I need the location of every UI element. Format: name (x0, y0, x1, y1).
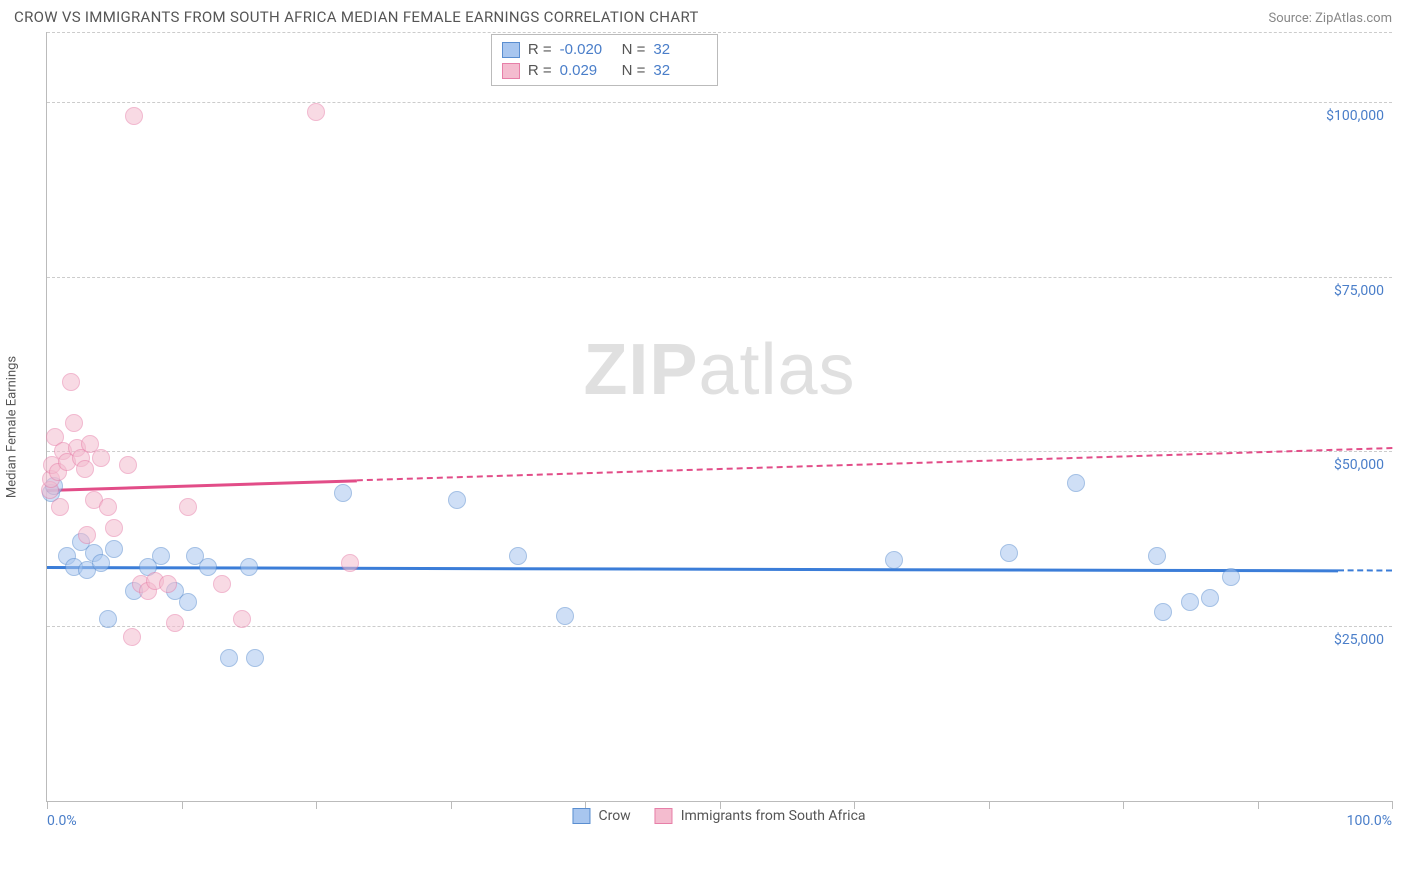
x-tick-label: 100.0% (1347, 813, 1392, 829)
legend-swatch (502, 63, 520, 79)
watermark: ZIPatlas (583, 329, 855, 411)
x-tick (1392, 801, 1393, 809)
data-point (213, 575, 231, 593)
data-point (233, 610, 251, 628)
stat-n-label: N = (622, 39, 646, 60)
x-tick (1258, 801, 1259, 809)
data-point (220, 649, 238, 667)
data-point (1154, 603, 1172, 621)
stat-n-value: 32 (653, 60, 707, 81)
stat-n-value: 32 (653, 39, 707, 60)
stat-r-value: -0.020 (560, 39, 614, 60)
data-point (99, 610, 117, 628)
legend-swatch (655, 808, 673, 824)
data-point (125, 107, 143, 125)
legend-swatch (502, 42, 520, 58)
legend-item: Crow (572, 808, 630, 824)
legend-label: Immigrants from South Africa (681, 808, 866, 824)
data-point (99, 498, 117, 516)
data-point (179, 593, 197, 611)
legend-item: Immigrants from South Africa (655, 808, 866, 824)
data-point (509, 547, 527, 565)
gridline (47, 32, 1392, 33)
data-point (65, 414, 83, 432)
data-point (448, 491, 466, 509)
x-tick (1123, 801, 1124, 809)
data-point (246, 649, 264, 667)
data-point (1148, 547, 1166, 565)
stat-r-label: R = (528, 39, 552, 60)
data-point (199, 558, 217, 576)
y-tick-label: $50,000 (1334, 457, 1384, 473)
data-point (159, 575, 177, 593)
source-attribution: Source: ZipAtlas.com (1268, 11, 1392, 26)
chart-title: CROW VS IMMIGRANTS FROM SOUTH AFRICA MED… (14, 8, 699, 26)
y-tick-label: $25,000 (1334, 632, 1384, 648)
data-point (334, 484, 352, 502)
scatter-plot: $25,000$50,000$75,000$100,0000.0%100.0%Z… (46, 32, 1392, 802)
data-point (1067, 474, 1085, 492)
data-point (78, 526, 96, 544)
x-tick-label: 0.0% (47, 813, 77, 829)
data-point (240, 558, 258, 576)
data-point (51, 498, 69, 516)
data-point (341, 554, 359, 572)
x-tick (989, 801, 990, 809)
data-point (885, 551, 903, 569)
stats-row: R = 0.029 N = 32 (502, 60, 708, 81)
data-point (92, 449, 110, 467)
gridline (47, 451, 1392, 452)
data-point (123, 628, 141, 646)
legend-swatch (572, 808, 590, 824)
x-tick (182, 801, 183, 809)
y-tick-label: $100,000 (1326, 108, 1384, 124)
data-point (307, 103, 325, 121)
data-point (1201, 589, 1219, 607)
x-tick (47, 801, 48, 809)
x-tick (316, 801, 317, 809)
x-tick (451, 801, 452, 809)
legend-label: Crow (598, 808, 630, 824)
data-point (1222, 568, 1240, 586)
data-point (166, 614, 184, 632)
data-point (119, 456, 137, 474)
gridline (47, 626, 1392, 627)
data-point (92, 554, 110, 572)
gridline (47, 102, 1392, 103)
stat-r-value: 0.029 (560, 60, 614, 81)
gridline (47, 277, 1392, 278)
data-point (1181, 593, 1199, 611)
stat-r-label: R = (528, 60, 552, 81)
correlation-stats-box: R = -0.020 N = 32 R = 0.029 N = 32 (491, 34, 719, 86)
series-legend: Crow Immigrants from South Africa (572, 808, 865, 824)
data-point (152, 547, 170, 565)
data-point (105, 540, 123, 558)
y-axis-label: Median Female Earnings (5, 356, 20, 498)
y-tick-label: $75,000 (1334, 283, 1384, 299)
trend-line (47, 448, 1392, 490)
data-point (556, 607, 574, 625)
data-point (62, 373, 80, 391)
data-point (1000, 544, 1018, 562)
stat-n-label: N = (622, 60, 646, 81)
data-point (179, 498, 197, 516)
stats-row: R = -0.020 N = 32 (502, 39, 708, 60)
data-point (76, 460, 94, 478)
data-point (105, 519, 123, 537)
